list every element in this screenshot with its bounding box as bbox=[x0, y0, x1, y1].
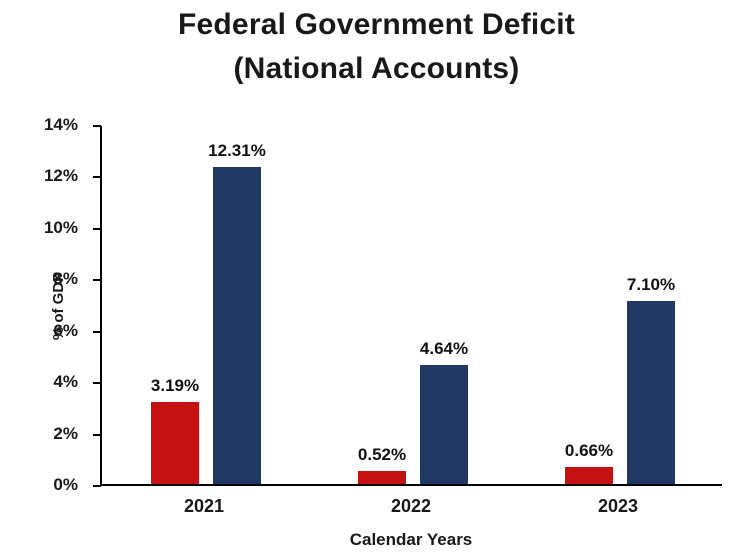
y-tick-mark bbox=[93, 279, 101, 282]
y-tick-label: 10% bbox=[43, 217, 78, 237]
x-category-label: 2023 bbox=[597, 496, 639, 516]
y-tick-label: 14% bbox=[43, 115, 78, 134]
bar-series_navy-2022 bbox=[420, 365, 468, 484]
bar-series_red-2021 bbox=[151, 402, 199, 484]
y-tick-mark bbox=[93, 433, 101, 436]
y-tick-label: 6% bbox=[53, 320, 78, 340]
bar-value-label: 0.66% bbox=[564, 441, 614, 460]
x-category-label: 2021 bbox=[183, 496, 225, 516]
bar-value-label: 7.10% bbox=[626, 275, 676, 294]
x-axis-title: Calendar Years bbox=[349, 530, 473, 549]
y-tick-mark bbox=[93, 382, 101, 385]
y-tick-label: 2% bbox=[53, 423, 78, 443]
bar-value-label: 0.52% bbox=[357, 445, 407, 464]
y-tick-mark bbox=[93, 485, 101, 487]
plot-area: 3.19% 12.31% 0.52% 4.64% 0.66% 7.10% bbox=[93, 125, 722, 487]
bar-value-label: 3.19% bbox=[150, 376, 200, 395]
y-tick-label: 12% bbox=[43, 166, 78, 186]
y-tick-label: 4% bbox=[53, 372, 78, 392]
y-tick-mark bbox=[93, 125, 101, 127]
x-category-label: 2022 bbox=[390, 496, 432, 516]
y-tick-label: 0% bbox=[53, 475, 78, 494]
bar-series_red-2022 bbox=[358, 471, 406, 484]
chart-title-line2: (National Accounts) bbox=[233, 52, 520, 85]
bar-series_red-2023 bbox=[565, 467, 613, 484]
y-tick-label: 8% bbox=[53, 269, 78, 289]
bar-series_navy-2023 bbox=[627, 301, 675, 484]
bar-series_navy-2021 bbox=[213, 167, 261, 484]
y-tick-mark bbox=[93, 176, 101, 179]
bar-value-label: 4.64% bbox=[419, 339, 469, 358]
bar-value-label: 12.31% bbox=[208, 141, 266, 160]
chart-title-line1: Federal Government Deficit bbox=[178, 8, 575, 41]
x-axis-labels: 2021 2022 2023 bbox=[100, 496, 722, 520]
y-axis-ticks: 14% 12% 10% 8% 6% 4% 2% 0% bbox=[0, 115, 92, 494]
y-tick-mark bbox=[93, 227, 101, 230]
y-tick-mark bbox=[93, 330, 101, 333]
